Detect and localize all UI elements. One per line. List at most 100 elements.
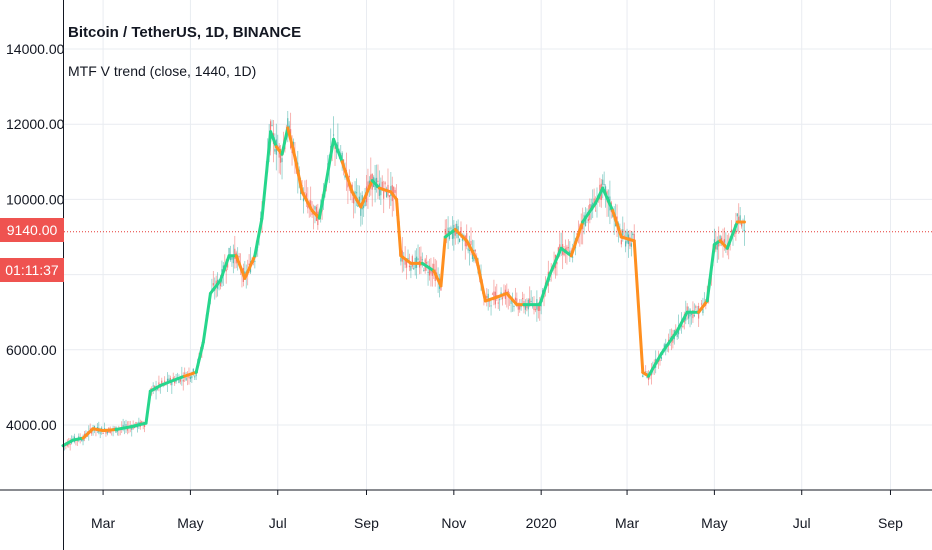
trend-segment (128, 421, 148, 429)
candles (62, 110, 746, 451)
trend-segment (340, 160, 354, 194)
trend-segment (234, 254, 247, 280)
candle-body (332, 134, 335, 136)
candle-body (587, 218, 590, 222)
trend-segment (81, 427, 95, 440)
candle-body (385, 188, 388, 197)
trend-segment (647, 352, 663, 378)
candle-body (420, 256, 422, 266)
candle-body (82, 438, 84, 442)
trend-segment (183, 370, 198, 378)
candle-body (736, 213, 738, 217)
trend-segment (332, 137, 344, 164)
candle-body (632, 233, 634, 236)
trend-segment (465, 239, 479, 262)
indicator-label: MTF V trend (close, 1440, 1D) (68, 63, 257, 79)
candle-body (490, 305, 492, 307)
candle-body (740, 221, 743, 227)
candle-body (184, 372, 186, 374)
candle-body (408, 265, 411, 268)
candle-body (231, 256, 233, 260)
trend-segment (144, 389, 152, 425)
trend-segment (439, 235, 447, 288)
candle-body (433, 263, 435, 270)
y-tick-label: 6000.00 (6, 342, 57, 358)
x-tick-label: Jul (269, 515, 287, 531)
countdown-badge-bg (0, 258, 64, 282)
x-tick-label: 2020 (526, 515, 557, 531)
candle-body (499, 299, 501, 301)
candle-body (185, 377, 187, 381)
candle-body (394, 189, 396, 193)
countdown-badge: 01:11:37 (0, 258, 64, 282)
trend-segment (395, 197, 403, 258)
trend-segment (194, 340, 205, 374)
trend-segment (91, 427, 105, 433)
candle-body (302, 198, 305, 202)
candle-body (234, 248, 236, 259)
candle-body (364, 200, 366, 207)
candle-body (89, 428, 91, 430)
candle-body (212, 283, 214, 286)
candle-body (341, 152, 343, 159)
candle-body (135, 422, 137, 426)
candle-body (450, 227, 452, 230)
candle-body (593, 198, 595, 206)
trend-segment (253, 216, 264, 258)
candle-body (281, 158, 283, 163)
candle-body (381, 181, 383, 190)
candle-body (431, 270, 433, 276)
candle-body (446, 233, 448, 235)
candle-body (513, 305, 515, 307)
candle-body (400, 257, 402, 262)
candle-body (616, 216, 618, 222)
candle-body (715, 243, 717, 250)
trend-segment (158, 378, 177, 388)
trend-segment (581, 201, 598, 224)
trend-segment (114, 425, 132, 432)
x-tick-label: May (177, 515, 203, 531)
candle-body (451, 229, 454, 239)
candle-body (219, 281, 222, 287)
x-tick-label: Mar (91, 515, 115, 531)
candle-body (491, 293, 494, 295)
candle-body (305, 193, 307, 200)
candle-body (156, 388, 159, 390)
candle-body (314, 206, 316, 210)
candle-body (537, 304, 539, 311)
candle-body (458, 238, 461, 242)
price-badge-text: 9140.00 (7, 222, 58, 238)
candle-body (556, 261, 558, 265)
trend-segment (538, 273, 552, 307)
candle-body (232, 254, 234, 264)
candle-body (161, 380, 163, 384)
candle-body (101, 427, 103, 430)
candle-body (463, 235, 465, 237)
candle-body (467, 248, 469, 251)
candle-body (739, 215, 741, 223)
candle-body (225, 269, 227, 272)
candle-body (516, 298, 518, 303)
trend-segment (705, 243, 716, 303)
candle-body (569, 250, 571, 255)
candle-body (738, 216, 740, 221)
candle-body (69, 443, 71, 445)
x-tick-label: Jul (793, 515, 811, 531)
candle-body (380, 187, 382, 196)
trend-segment (569, 220, 585, 258)
candle-body (539, 303, 541, 311)
x-tick-label: May (701, 515, 727, 531)
candle-body (116, 430, 119, 432)
trend-segment (201, 291, 212, 344)
candle-body (413, 268, 415, 270)
trend-segment (370, 179, 381, 190)
candle-body (274, 149, 276, 152)
trend-segment (243, 254, 257, 280)
trend-segment (453, 227, 469, 243)
candle-body (102, 432, 104, 434)
candle-body (659, 359, 661, 362)
trend-segment (619, 235, 636, 243)
candle-body (534, 309, 537, 311)
